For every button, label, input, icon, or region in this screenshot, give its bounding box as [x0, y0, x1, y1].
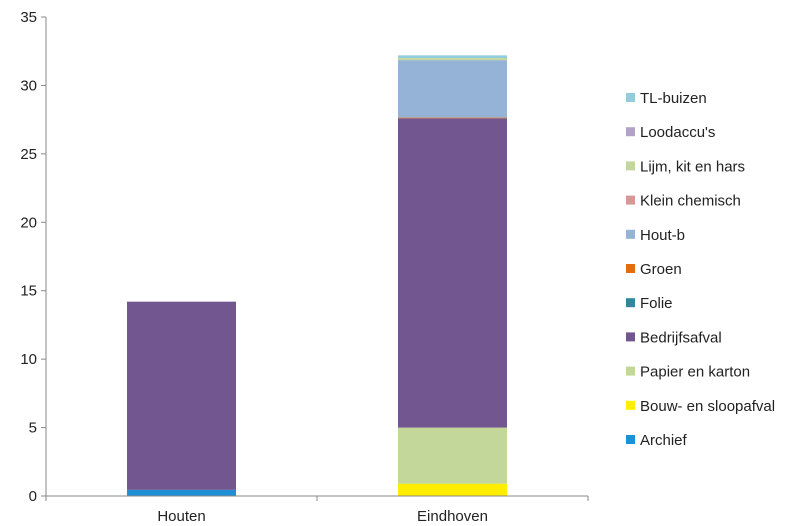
legend-label: Archief — [640, 432, 688, 449]
legend-swatch — [626, 264, 635, 273]
legend-swatch — [626, 332, 635, 342]
y-axis-ticks: 0 5 10 15 20 25 30 35 — [20, 9, 46, 505]
category-label: Eindhoven — [417, 508, 488, 525]
y-tick-label: 10 — [20, 351, 37, 368]
bar-segment — [127, 301, 236, 490]
legend-swatch — [626, 93, 635, 102]
y-tick-label: 5 — [29, 420, 37, 437]
bar-segment — [398, 483, 507, 496]
bar-segment — [398, 117, 507, 119]
y-tick-label: 30 — [20, 77, 37, 94]
y-tick-label: 0 — [29, 488, 37, 505]
legend-label: Folie — [640, 295, 673, 312]
legend-swatch — [626, 366, 635, 376]
legend-swatch — [626, 298, 635, 308]
category-labels: Houten Eindhoven — [157, 508, 488, 525]
bar-segment — [398, 60, 507, 118]
legend-swatch — [626, 400, 635, 410]
legend-label: Klein chemisch — [640, 193, 741, 210]
legend-swatch — [626, 127, 635, 137]
legend-label: Groen — [640, 261, 682, 278]
legend-label: Bouw- en sloopafval — [640, 398, 775, 415]
legend-swatch — [626, 161, 635, 171]
bar-segment — [398, 118, 507, 428]
y-tick-label: 25 — [20, 146, 37, 163]
legend: TL-buizen Loodaccu's Lijm, kit en hars Klei… — [626, 90, 775, 449]
bars — [127, 55, 507, 496]
legend-label: Bedrijfsafval — [640, 329, 722, 346]
legend-swatch — [626, 435, 635, 444]
x-axis-ticks — [45, 496, 589, 501]
y-tick-label: 15 — [20, 283, 37, 300]
legend-label: Hout-b — [640, 227, 685, 244]
y-tick-label: 20 — [20, 214, 37, 231]
legend-label: Papier en karton — [640, 364, 750, 381]
bar-segment — [398, 58, 507, 61]
legend-label: Loodaccu's — [640, 124, 715, 141]
y-tick-label: 35 — [20, 9, 37, 26]
bar-segment — [127, 489, 236, 496]
bar-segment — [398, 427, 507, 484]
category-label: Houten — [157, 508, 205, 525]
legend-swatch — [626, 195, 635, 205]
legend-label: Lijm, kit en hars — [640, 158, 745, 175]
bar-segment — [398, 55, 507, 59]
legend-label: TL-buizen — [640, 90, 707, 107]
legend-swatch — [626, 229, 635, 239]
